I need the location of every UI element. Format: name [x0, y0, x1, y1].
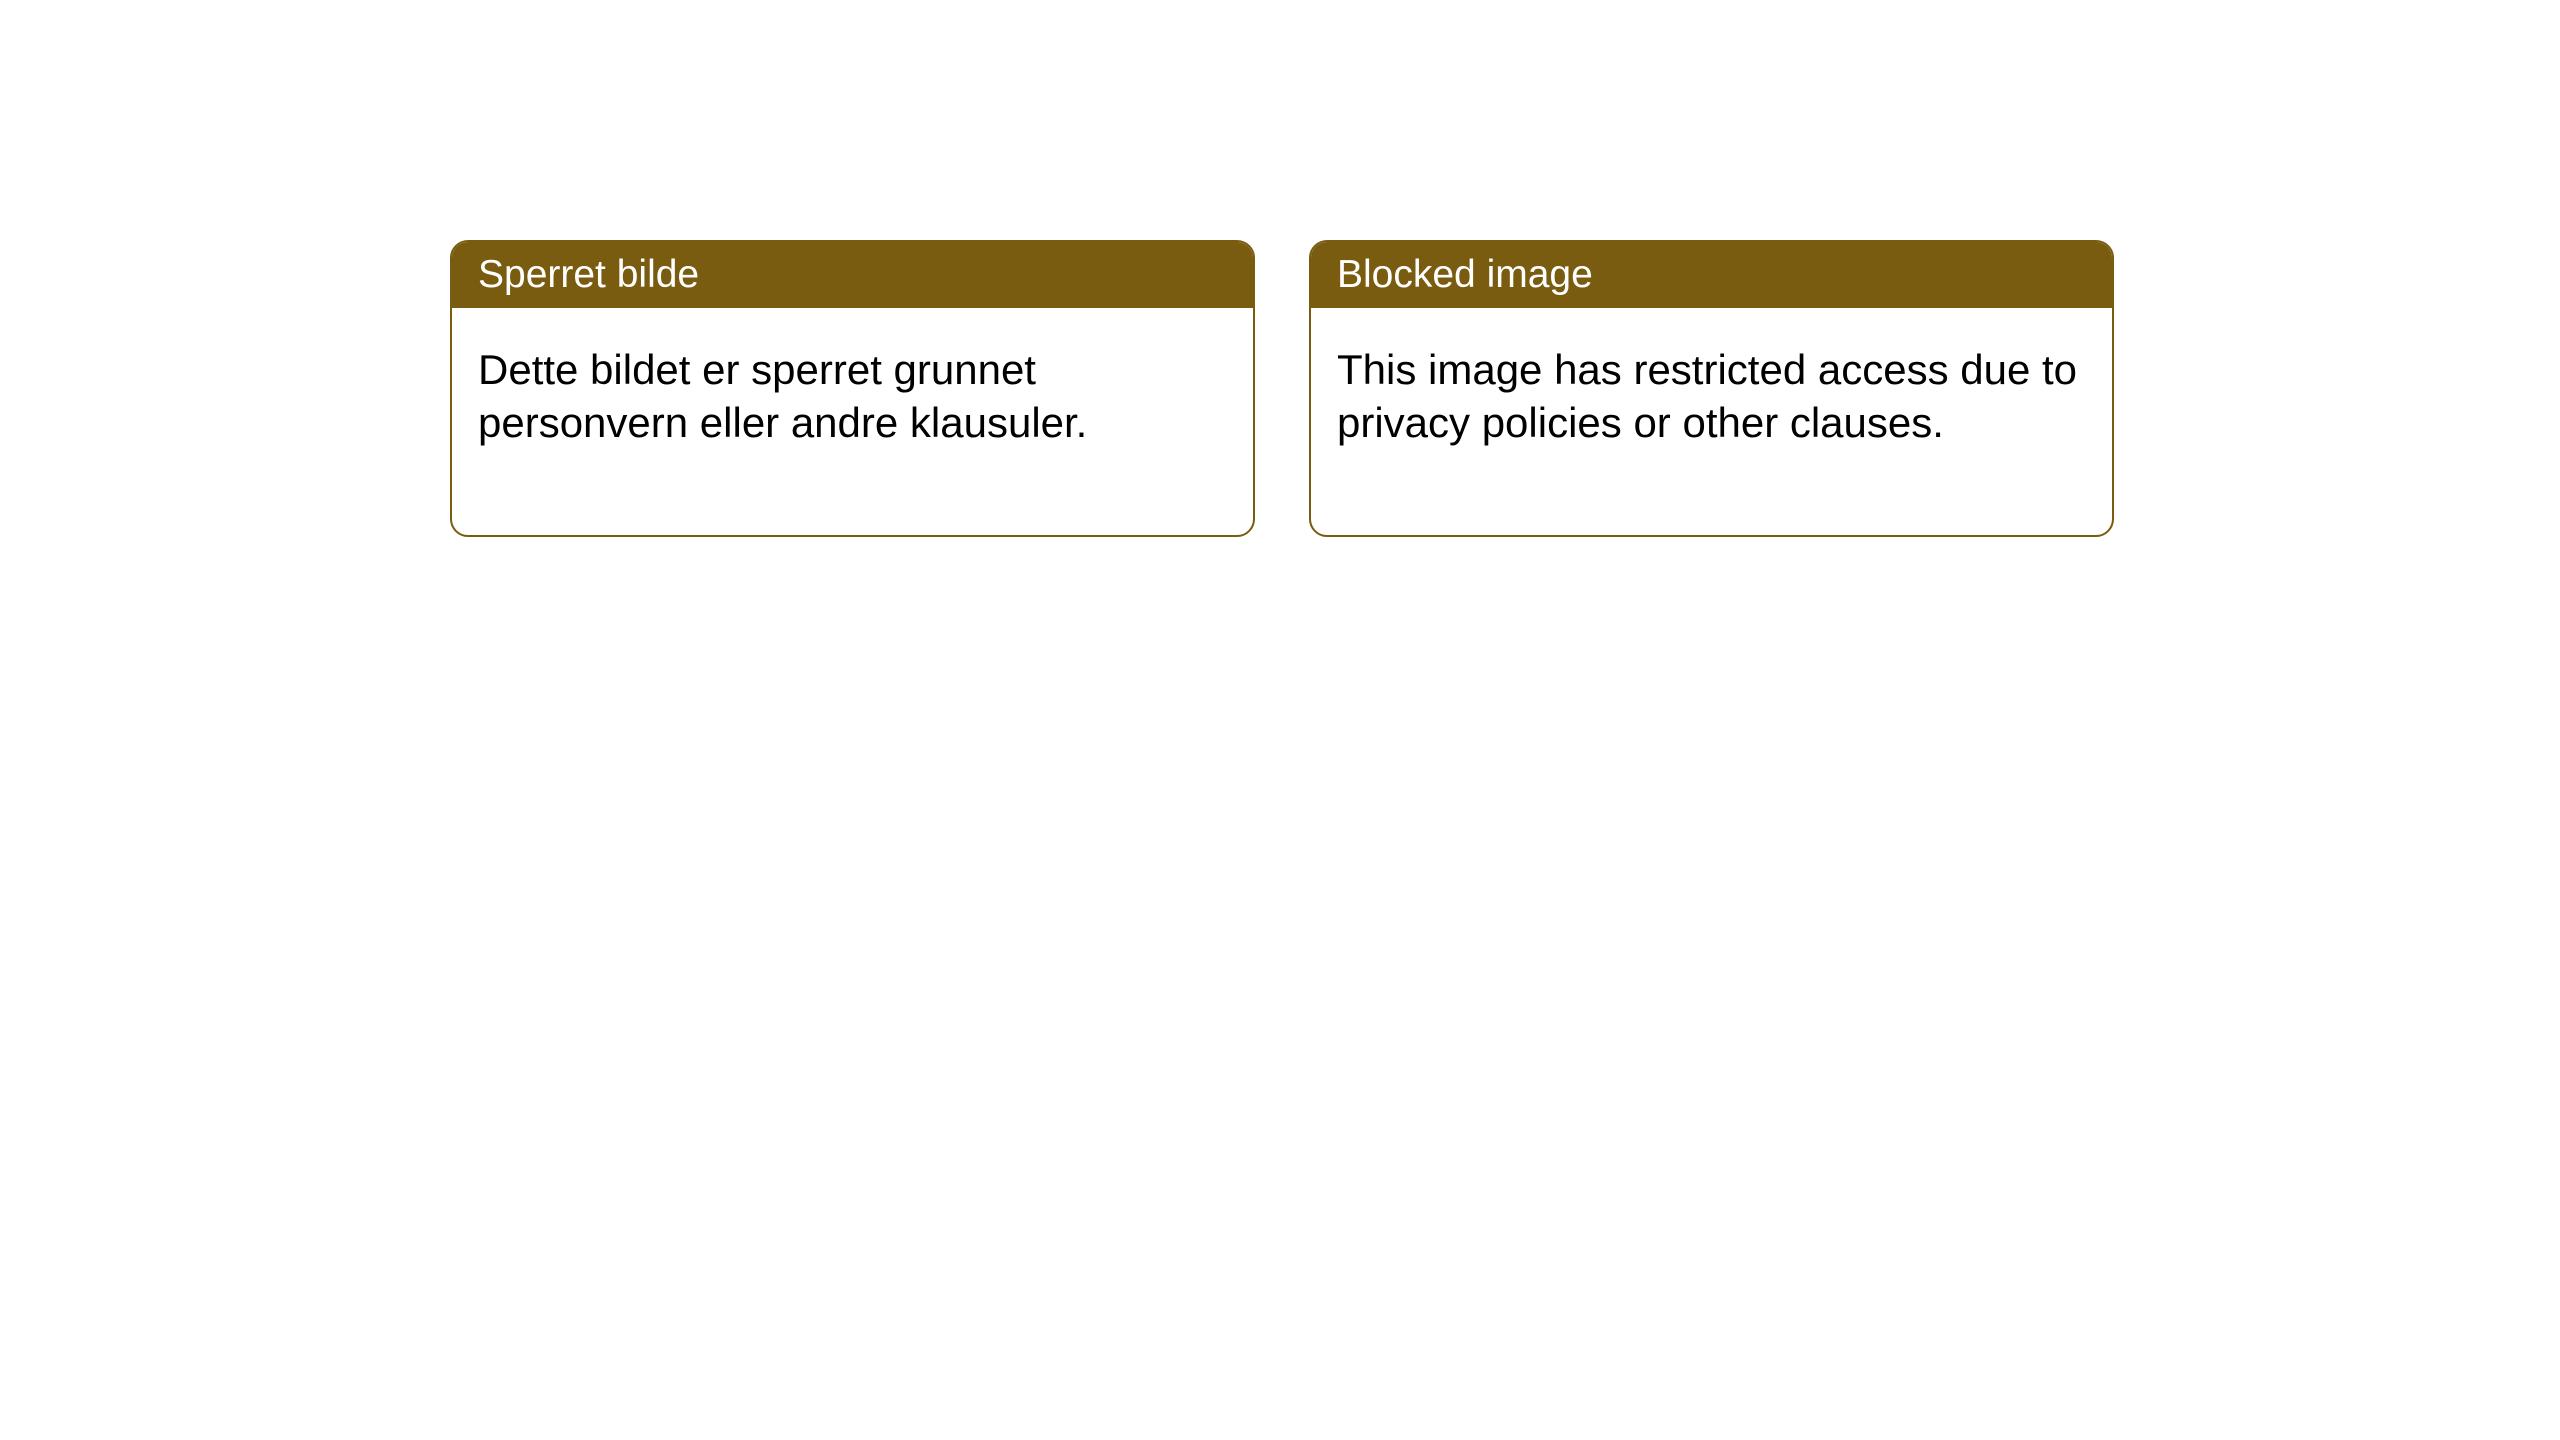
notice-header: Blocked image — [1311, 242, 2112, 308]
notice-body: Dette bildet er sperret grunnet personve… — [452, 308, 1253, 535]
notice-card-english: Blocked image This image has restricted … — [1309, 240, 2114, 537]
notice-header: Sperret bilde — [452, 242, 1253, 308]
notice-card-norwegian: Sperret bilde Dette bildet er sperret gr… — [450, 240, 1255, 537]
notices-container: Sperret bilde Dette bildet er sperret gr… — [450, 240, 2114, 537]
notice-body: This image has restricted access due to … — [1311, 308, 2112, 535]
